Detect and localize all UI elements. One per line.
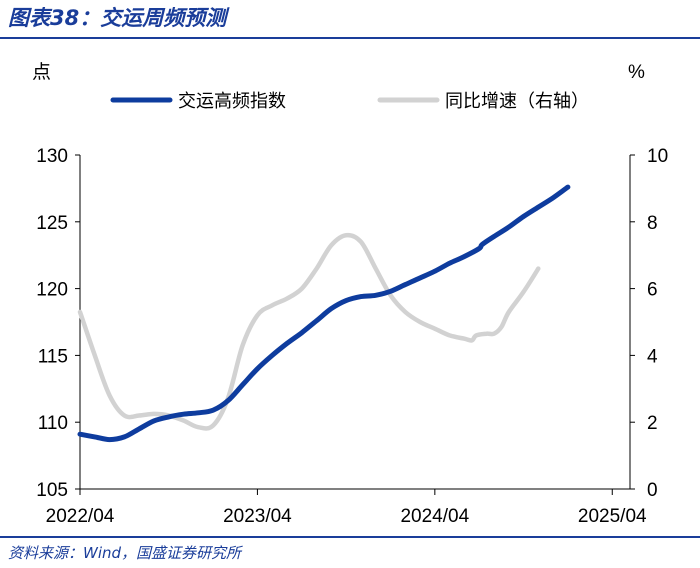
x-tick-label: 2023/04 — [223, 506, 292, 527]
axes: 105 110 115 120 125 130 0 2 4 6 8 10 2022/04 2023/04 2… — [36, 146, 668, 527]
right-y-tick-label: 4 — [647, 346, 658, 367]
source-note: 资料来源：Wind，国盛证券研究所 — [8, 544, 242, 562]
right-y-tick-label: 0 — [647, 480, 658, 501]
top-rule — [0, 37, 700, 39]
left-y-tick-label: 110 — [38, 413, 68, 434]
series-layer — [77, 184, 571, 443]
bottom-rule — [0, 536, 700, 538]
x-tick-label: 2025/04 — [578, 506, 647, 527]
right-y-tick-label: 8 — [647, 213, 658, 234]
left-y-tick-label: 115 — [38, 346, 68, 367]
legend: 交运高频指数 同比增速（右轴） — [110, 91, 589, 111]
left-y-tick-label: 120 — [36, 280, 68, 301]
figure-title: 图表38：交运周频预测 — [8, 6, 227, 30]
left-y-tick-label: 130 — [36, 146, 68, 167]
left-y-tick-label: 105 — [36, 480, 68, 501]
legend-label: 同比增速（右轴） — [445, 91, 589, 111]
series-line-index — [77, 184, 571, 443]
right-y-tick-label: 6 — [647, 280, 658, 301]
right-y-tick-label: 2 — [647, 413, 658, 434]
left-y-tick-label: 125 — [36, 213, 68, 234]
right-axis-unit-label: % — [628, 62, 645, 83]
series-line-yoy — [77, 232, 541, 431]
left-axis-unit-label: 点 — [32, 61, 51, 83]
x-tick-label: 2024/04 — [400, 506, 469, 527]
x-tick-label: 2022/04 — [46, 506, 115, 527]
right-y-tick-label: 10 — [647, 146, 668, 167]
legend-label: 交运高频指数 — [178, 91, 286, 111]
